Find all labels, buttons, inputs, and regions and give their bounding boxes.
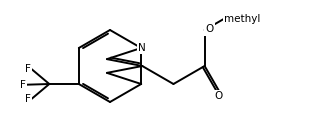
- Text: O: O: [205, 24, 213, 34]
- Text: F: F: [25, 94, 31, 104]
- Text: N: N: [138, 43, 146, 53]
- Text: methyl: methyl: [224, 14, 261, 24]
- Text: O: O: [214, 91, 223, 101]
- Text: F: F: [25, 64, 31, 74]
- Text: F: F: [20, 80, 25, 90]
